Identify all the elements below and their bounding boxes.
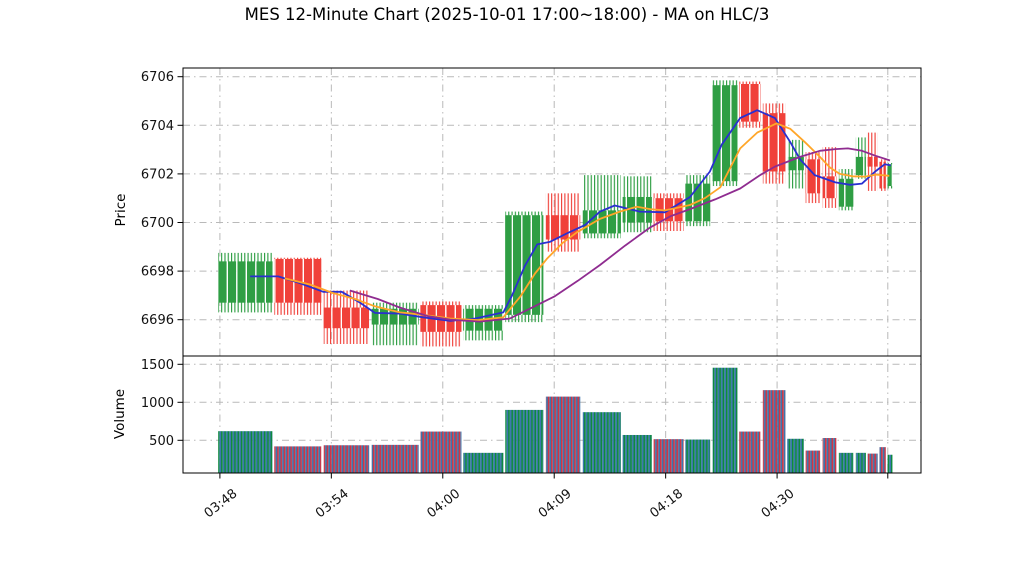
price-tick-label: 6700 (141, 216, 174, 231)
volume-bar (582, 412, 621, 473)
volume-bar (887, 454, 893, 473)
volume-bar (371, 444, 419, 473)
volume-bar (712, 367, 738, 473)
volume-panel-frame (182, 355, 922, 474)
candle-body (805, 159, 821, 194)
volume-bar (762, 390, 786, 473)
volume-bar (463, 452, 504, 473)
volume-bar (867, 453, 878, 473)
price-tick-label: 6696 (141, 313, 174, 328)
time-tick-label: 04:09 (536, 486, 575, 521)
volume-bar (622, 434, 652, 473)
candle-body (855, 156, 866, 176)
ma-line-MA-slow-purple (349, 147, 891, 323)
candle-body (838, 178, 854, 207)
ma-line-MA-medium-orange (284, 122, 890, 322)
candle-body (762, 113, 786, 172)
volume-bar (323, 445, 370, 473)
volume-bar (787, 438, 804, 473)
price-tick-label: 6706 (141, 70, 174, 85)
volume-bar (274, 446, 322, 473)
volume-bar (218, 431, 273, 473)
volume-bar (805, 450, 821, 473)
time-tick-label: 03:54 (313, 486, 352, 521)
volume-tick-label: 1000 (141, 396, 174, 411)
time-tick-label: 03:48 (202, 486, 241, 521)
volume-bar (505, 409, 544, 473)
candle-body (323, 307, 370, 329)
time-tick-label: 04:30 (759, 486, 798, 521)
volume-tick-label: 500 (149, 434, 174, 449)
chart-title: MES 12-Minute Chart (2025-10-01 17:00~18… (244, 5, 770, 24)
volume-bar (545, 396, 581, 473)
ma-line-MA-fast-blue (250, 109, 891, 322)
volume-bar (420, 431, 462, 473)
price-tick-label: 6698 (141, 265, 174, 280)
candle-body (505, 215, 544, 315)
volume-bar (855, 452, 866, 473)
candle-body (739, 83, 761, 122)
price-tick-label: 6702 (141, 167, 174, 182)
candle-body (712, 85, 738, 182)
time-tick-label: 04:00 (424, 486, 463, 521)
volume-bar (879, 447, 886, 473)
candle-body (582, 210, 621, 234)
time-tick-label: 04:18 (647, 486, 686, 521)
volume-bar (653, 439, 684, 473)
candle-body (867, 156, 878, 167)
candle-body (887, 164, 893, 187)
volume-bar (685, 439, 711, 473)
volume-bar (838, 452, 854, 473)
volume-bar (822, 438, 837, 473)
candle-body (218, 261, 273, 303)
price-tick-label: 6704 (141, 119, 174, 134)
volume-tick-label: 1500 (141, 358, 174, 373)
volume-bar (739, 431, 761, 473)
